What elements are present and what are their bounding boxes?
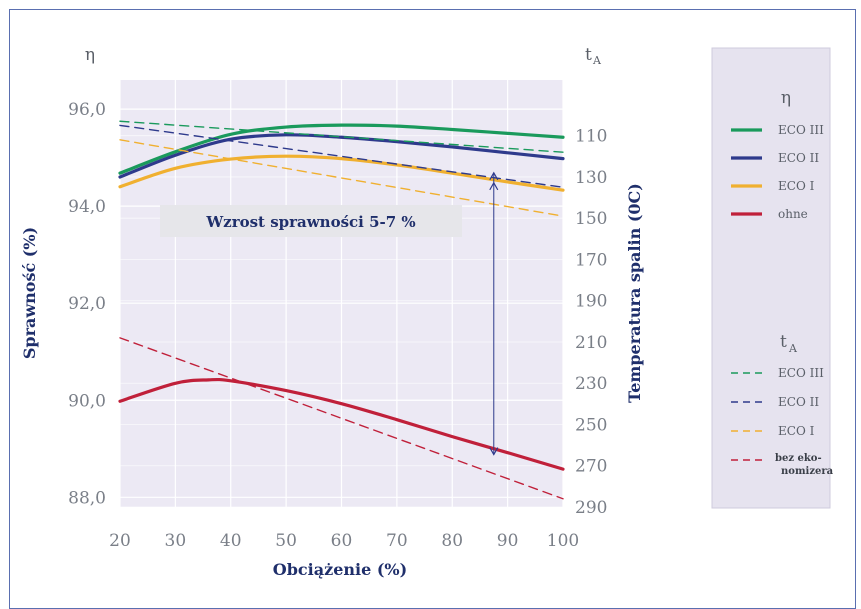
y2-tick-label-3: 170: [575, 250, 607, 270]
y2-tick-labels: 110 130 150 170 190 210 230 250 270 290: [575, 127, 607, 518]
series-line-5: [119, 124, 564, 188]
x-tick-label-0: 20: [109, 531, 131, 551]
x-tick-label-5: 70: [386, 531, 408, 551]
x-tick-label-6: 80: [441, 531, 463, 551]
series-line-1: [118, 133, 565, 179]
y2-tick-label-9: 290: [575, 498, 607, 518]
legend-eta-label-0: ECO III: [778, 123, 824, 137]
legend-t-label-1: ECO II: [778, 395, 819, 409]
y2-tick-label-6: 230: [575, 374, 607, 394]
arrow-head-bottom: [489, 447, 499, 456]
y2-tick-label-4: 190: [575, 292, 607, 312]
y2-tick-label-7: 250: [575, 415, 607, 435]
y-tick-label-4: 88,0: [68, 488, 106, 508]
y2-tick-label-8: 270: [575, 457, 607, 477]
y-symbol: η: [85, 45, 95, 65]
x-tick-label-1: 30: [165, 531, 187, 551]
legend-t-title: t: [780, 332, 787, 352]
legend-eta-label-2: ECO I: [778, 179, 815, 193]
y2-tick-label-2: 150: [575, 209, 607, 229]
efficiency-chart: Wzrost sprawności 5-7 % 20 30 40 50 60 70 80 90…: [20, 45, 834, 579]
legend-eta-label-1: ECO II: [778, 151, 819, 165]
series-line-7: [119, 337, 564, 500]
y2-symbol: t: [585, 45, 592, 65]
y-tick-label-1: 94,0: [68, 197, 106, 217]
legend-t-label-3: bez eko-: [775, 453, 822, 464]
x-axis-label: Obciążenie (%): [273, 560, 407, 579]
legend-box: [711, 47, 831, 509]
y2-axis-label: Temperatura spalin (0C): [625, 183, 644, 403]
x-tick-labels: 20 30 40 50 60 70 80 90 100: [109, 531, 579, 551]
legend-eta: ECO III ECO II ECO I ohne: [731, 123, 824, 221]
y-tick-label-0: 96,0: [68, 100, 106, 120]
series-line-6: [119, 139, 564, 217]
efficiency-gain-arrow: [489, 171, 499, 456]
annotation-box: [160, 205, 462, 237]
legend-eta-title: η: [781, 88, 791, 108]
series-line-3: [118, 377, 565, 471]
y2-tick-label-1: 130: [575, 168, 607, 188]
y-axis-label: Sprawność (%): [20, 227, 39, 359]
legend-t-title-sub: A: [788, 342, 798, 355]
y2-tick-label-5: 210: [575, 333, 607, 353]
x-tick-label-3: 50: [275, 531, 297, 551]
x-tick-label-2: 40: [220, 531, 242, 551]
y2-symbol-sub: A: [592, 54, 602, 67]
legend-t-label-3-line2: nomizera: [781, 466, 834, 477]
legend-t: ECO III ECO II ECO I bez eko-nomizera: [731, 366, 834, 477]
series-group: [118, 120, 565, 500]
x-tick-label-8: 100: [547, 531, 579, 551]
legend-t-label-0: ECO III: [778, 366, 824, 380]
annotation-text: Wzrost sprawności 5-7 %: [205, 213, 415, 231]
legend-eta-label-3: ohne: [778, 207, 808, 221]
y2-tick-label-0: 110: [575, 127, 607, 147]
y-tick-labels: 96,0 94,0 92,0 90,0 88,0: [68, 100, 106, 508]
arrow-head-mid: [489, 181, 499, 191]
y-tick-label-2: 92,0: [68, 294, 106, 314]
series-line-0: [118, 123, 565, 175]
y-tick-label-3: 90,0: [68, 391, 106, 411]
legend-t-label-2: ECO I: [778, 424, 815, 438]
series-line-2: [118, 154, 565, 192]
x-tick-label-4: 60: [331, 531, 353, 551]
x-tick-label-7: 90: [497, 531, 519, 551]
arrow-head-top: [489, 171, 499, 181]
